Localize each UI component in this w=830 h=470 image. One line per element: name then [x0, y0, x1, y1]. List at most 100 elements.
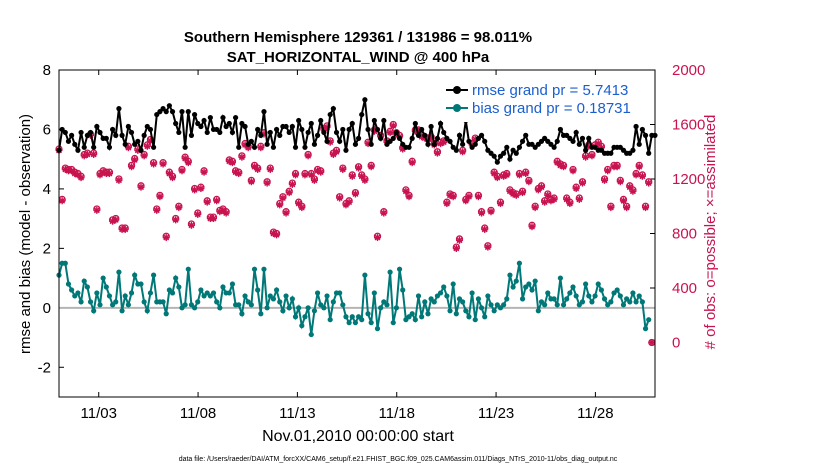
- bias-point: [560, 302, 567, 308]
- obs-assimilated-stroke: [554, 159, 561, 166]
- legend-rmse-label: rmse grand pr = 5.7413: [472, 82, 628, 99]
- obs-assimilated-stroke: [617, 178, 624, 185]
- rmse-point: [173, 120, 179, 127]
- rmse-point: [551, 144, 557, 150]
- rmse-point: [65, 138, 72, 144]
- obs-assimilated-point: [361, 176, 369, 184]
- bias-point: [229, 281, 236, 287]
- bias-point: [119, 308, 125, 314]
- obs-assimilated-point: [169, 174, 177, 182]
- obs-assimilated-point: [77, 174, 85, 182]
- obs-assimilated-stroke: [623, 204, 630, 211]
- rmse-point: [608, 150, 614, 156]
- obs-assimilated-stroke: [197, 185, 204, 192]
- bias-point: [210, 290, 217, 296]
- obs-assimilated-stroke: [503, 171, 510, 178]
- obs-assimilated-stroke: [267, 166, 274, 173]
- obs-assimilated-stroke: [289, 181, 296, 188]
- obs-assimilated-point: [613, 163, 621, 171]
- rmse-point: [191, 111, 198, 118]
- obs-assimilated-stroke: [305, 152, 312, 159]
- bias-point: [280, 308, 286, 314]
- bias-point: [125, 302, 131, 308]
- obs-assimilated-stroke: [264, 180, 271, 187]
- bias-point: [595, 281, 601, 287]
- rmse-point: [302, 144, 308, 150]
- obs-assimilated-point: [150, 160, 158, 168]
- obs-assimilated-point: [310, 176, 318, 184]
- bias-point: [466, 314, 472, 320]
- obs-assimilated-point: [493, 174, 501, 182]
- rmse-point: [97, 129, 103, 136]
- bias-point: [81, 278, 87, 284]
- obs-assimilated-stroke: [642, 204, 649, 211]
- rmse-point: [636, 141, 642, 147]
- right-tick-label: 0: [672, 335, 680, 352]
- rmse-point: [318, 117, 324, 124]
- obs-assimilated-stroke: [166, 170, 173, 177]
- bias-point: [97, 302, 103, 308]
- obs-assimilated-point: [178, 167, 186, 175]
- bias-point: [113, 299, 119, 305]
- obs-assimilated-stroke: [175, 204, 182, 211]
- obs-assimilated-stroke: [390, 122, 397, 129]
- obs-assimilated-stroke: [626, 184, 633, 191]
- bias-point: [321, 305, 327, 311]
- bias-point: [532, 278, 538, 284]
- obs-assimilated-stroke: [648, 339, 655, 346]
- rmse-point: [441, 129, 447, 136]
- obs-assimilated-stroke: [226, 158, 233, 165]
- rmse-point: [368, 141, 374, 147]
- bias-point: [314, 290, 321, 296]
- rmse-point: [586, 135, 592, 141]
- bias-point: [491, 308, 497, 314]
- bias-point: [220, 284, 226, 290]
- rmse-point: [261, 109, 267, 115]
- chart-title-line2: SAT_HORIZONTAL_WIND @ 400 hPa: [227, 49, 490, 66]
- obs-assimilated-point: [329, 150, 337, 158]
- rmse-point: [371, 117, 377, 124]
- bias-point: [526, 281, 532, 287]
- rmse-point: [273, 126, 280, 133]
- rmse-point: [289, 123, 295, 130]
- bias-point: [264, 305, 270, 311]
- bias-point: [639, 299, 645, 305]
- bias-point: [144, 308, 150, 314]
- rmse-point: [554, 138, 560, 144]
- obs-assimilated-point: [569, 167, 577, 175]
- obs-assimilated-point: [266, 165, 274, 173]
- obs-assimilated-stroke: [447, 192, 453, 199]
- y-axis-right-label: # of obs: o=possible; ×=assimilated: [702, 115, 719, 350]
- bias-point: [346, 320, 352, 326]
- bias-point: [608, 299, 614, 305]
- bias-point: [195, 299, 201, 305]
- obs-assimilated-stroke: [254, 166, 261, 173]
- obs-assimilated-stroke: [144, 143, 151, 150]
- rmse-point: [113, 132, 119, 138]
- rmse-point: [185, 109, 191, 115]
- obs-assimilated-point: [194, 210, 202, 218]
- rmse-point: [321, 129, 327, 136]
- obs-assimilated-point: [519, 189, 527, 197]
- rmse-point: [69, 132, 75, 138]
- rmse-point: [472, 141, 478, 147]
- bias-point: [488, 302, 494, 308]
- rmse-point: [116, 106, 122, 112]
- obs-assimilated-point: [257, 144, 265, 152]
- bias-point: [557, 275, 563, 281]
- bias-point: [633, 299, 639, 305]
- bias-point: [349, 314, 355, 320]
- left-tick-label: 6: [43, 121, 51, 138]
- rmse-point: [122, 141, 128, 147]
- obs-assimilated-point: [93, 206, 101, 214]
- x-axis-ticks: 11/03 11/08 11/13 11/18 11/23 11/28: [81, 70, 614, 422]
- rmse-point: [327, 111, 333, 118]
- obs-assimilated-point: [115, 176, 123, 184]
- bias-point: [173, 275, 179, 281]
- rmse-point: [119, 132, 125, 138]
- rmse-point: [78, 129, 84, 136]
- left-tick-label: -2: [38, 359, 51, 376]
- obs-assimilated-point: [522, 170, 530, 178]
- obs-assimilated-stroke: [235, 170, 242, 177]
- obs-assimilated-stroke: [150, 161, 157, 167]
